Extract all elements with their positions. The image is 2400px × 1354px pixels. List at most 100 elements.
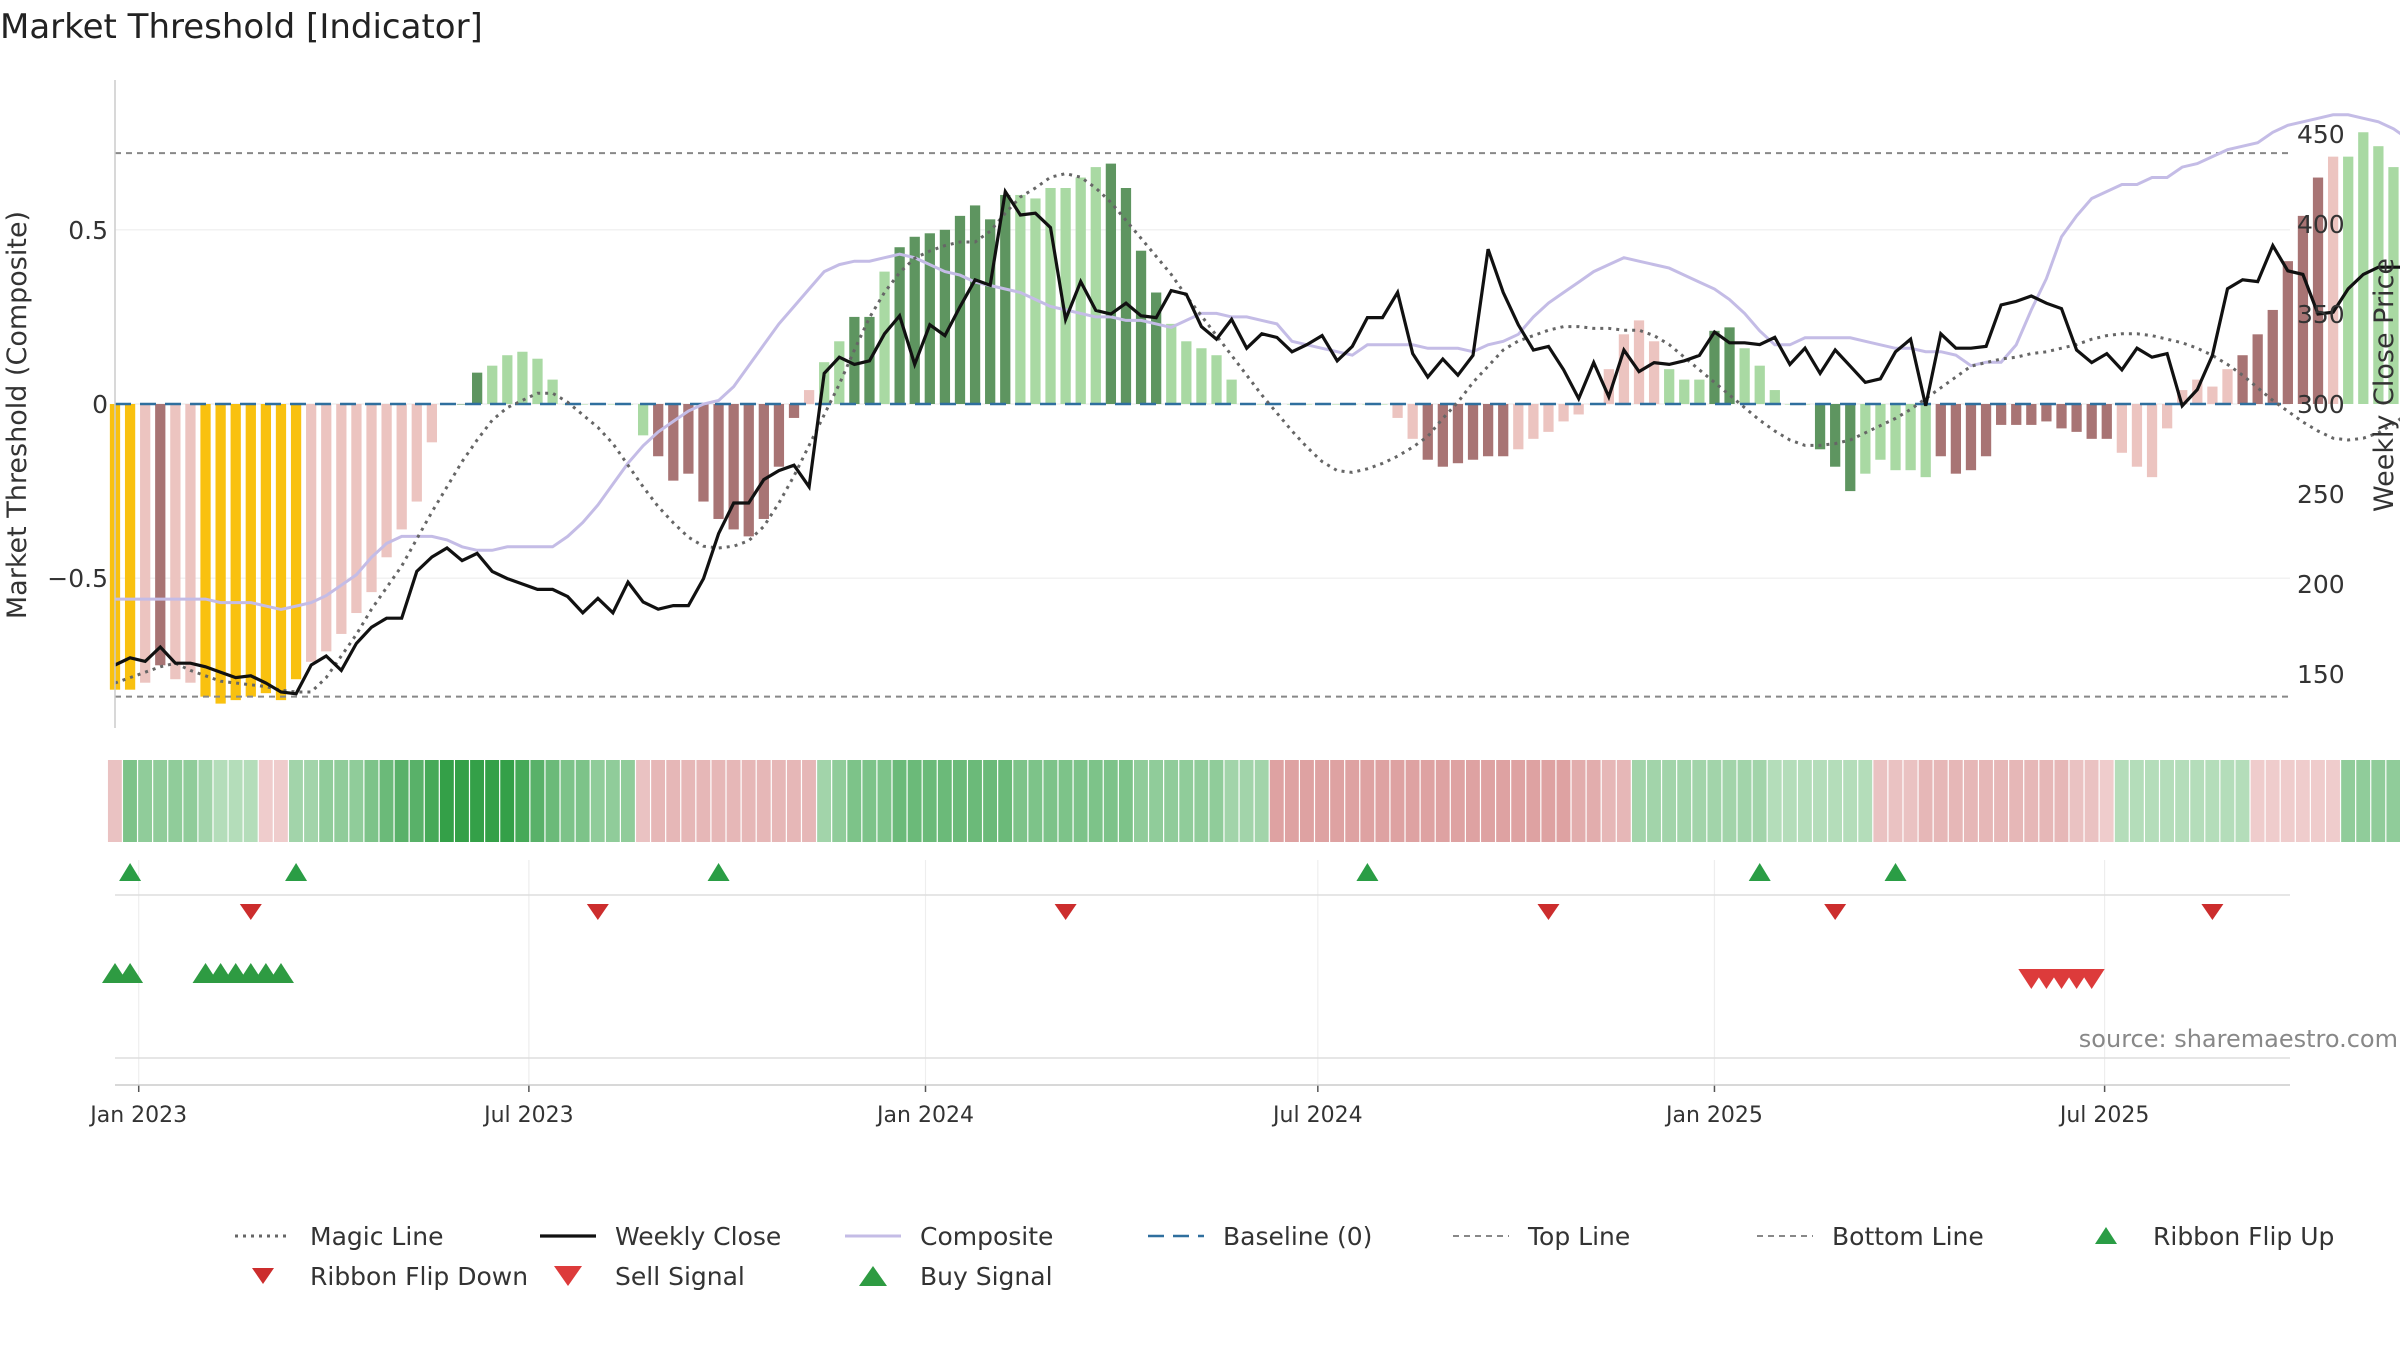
ribbon-cell [922,760,937,842]
ribbon-strip [107,760,2400,842]
ribbon-cell [892,760,907,842]
series-lines [114,113,2400,698]
composite-bar [1573,404,1584,415]
ribbon-cell [1782,760,1797,842]
ribbon-cell [1963,760,1978,842]
ribbon-cell [1209,760,1224,842]
ribbon-cell [1149,760,1163,842]
y-axis-label: Market Threshold (Composite) [2,211,33,619]
composite-bar [2252,334,2263,404]
composite-bar [1980,404,1992,457]
ribbon-cell [2250,760,2265,842]
composite-bar [245,404,256,697]
ribbon-cell [1435,760,1450,842]
ribbon-cell [2175,760,2190,842]
composite-bar [1965,404,1977,471]
composite-bar [909,236,920,404]
composite-bar [2388,167,2399,404]
ribbon-cell [862,760,877,842]
composite-bar [1015,194,1026,404]
composite-bar [2207,386,2218,404]
ribbon-cell [1707,760,1722,842]
ribbon-flip-down-marker [239,904,262,920]
ribbon-cell [817,760,832,842]
legend-label: Magic Line [310,1222,444,1251]
composite-bar [1664,369,1675,404]
composite-bar [2041,404,2052,422]
ribbon-flip-down-marker [586,904,609,920]
composite-bar [1135,250,1147,404]
ribbon-cell [1556,760,1571,842]
composite-bar [1543,404,1554,432]
y2-tick-label: 400 [2297,210,2345,239]
composite-bar [2146,404,2158,478]
composite-bar [215,404,226,704]
ribbon-cell [1405,760,1420,842]
ribbon-cell [530,760,545,842]
ribbon-flip-down-marker [1054,904,1077,920]
ribbon-flip-up-marker [1884,863,1907,881]
composite-bar [803,390,815,404]
legend-swatch [554,1266,582,1286]
composite-bar [411,404,422,502]
ribbon-cell [439,760,454,842]
composite-bar [2086,404,2097,439]
composite-bar [426,404,438,443]
ribbon-cell [2386,760,2400,842]
composite-bar [1256,404,1267,405]
weekly-close-line [114,187,2400,696]
composite-bar [2222,369,2233,404]
ribbon-cell [1616,760,1631,842]
legend-item-bottom: Bottom Line [1757,1222,1984,1251]
ribbon-cell [1118,760,1133,842]
ribbon-cell [1933,760,1948,842]
ribbon-cell [500,760,515,842]
ribbon-cell [1088,760,1103,842]
composite-bar [1467,404,1479,460]
ribbon-cell [1390,760,1405,842]
x-tick-label: Jan 2023 [88,1103,187,1128]
axes: −0.5 0 0.5 150 200 250 300 350 400 450 Jan 2023 Jul… [47,80,2345,1128]
ribbon-cell [907,760,922,842]
ribbon-cell [983,760,998,842]
composite-bar [1226,379,1237,404]
composite-bar [517,351,528,404]
composite-bar [321,404,332,652]
ribbon-cell [1300,760,1314,842]
ribbon-cell [304,760,319,842]
ribbon-flip-up-marker [119,863,142,881]
composite-bar [502,355,513,404]
composite-bar [1528,404,1539,439]
ribbon-cell [1239,760,1254,842]
ribbon-cell [1028,760,1043,842]
ribbon-cell [2190,760,2205,842]
ribbon-cell [1481,760,1495,842]
legend-item-magic: Magic Line [235,1222,444,1251]
composite-bar [2327,156,2339,404]
ribbon-cell [2099,760,2114,842]
ribbon-cell [1073,760,1088,842]
composite-bar [290,404,302,680]
ribbon-cell [273,760,288,842]
ribbon-cell [786,760,801,842]
composite-bar [532,358,543,404]
ribbon-cell [183,760,198,842]
composite-bar [577,404,588,405]
composite-bar [1166,323,1177,404]
composite-bar [2162,404,2173,429]
composite-bar [1392,404,1403,418]
composite-bar [1679,379,1690,404]
legend-label: Composite [920,1222,1053,1251]
ribbon-cell [1103,760,1118,842]
ribbon-cell [711,760,726,842]
ribbon-cell [1647,760,1661,842]
ribbon-cell [2039,760,2054,842]
ribbon-cell [1043,760,1058,842]
composite-bar [1000,194,1011,404]
ribbon-cell [802,760,816,842]
ribbon-cell [138,760,153,842]
ribbon-cell [681,760,696,842]
legend-item-sell: Sell Signal [554,1262,745,1291]
composite-bar [985,219,996,404]
